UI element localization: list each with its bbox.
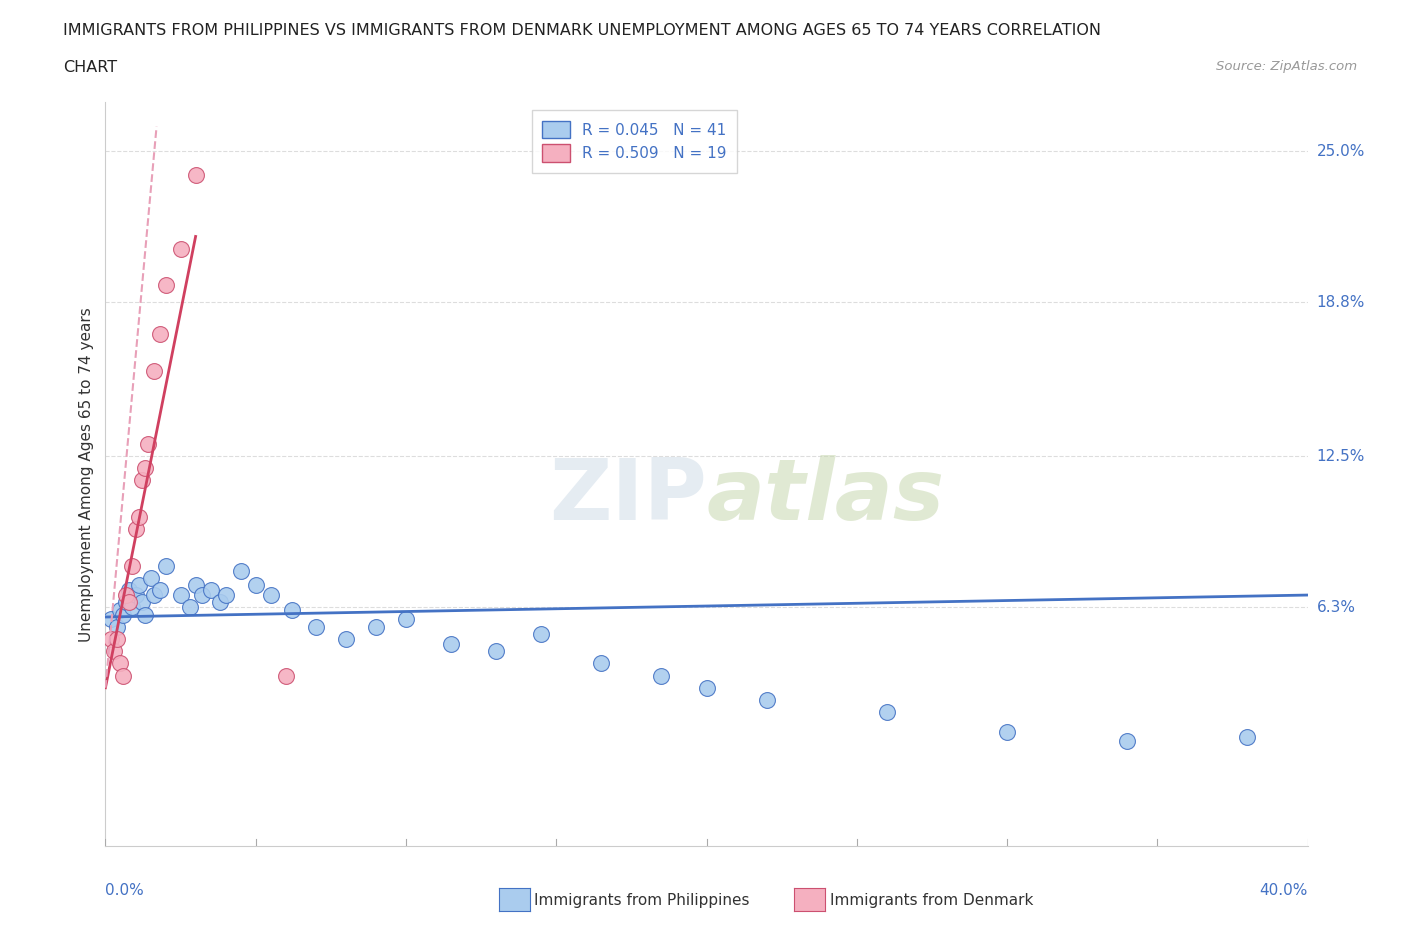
Point [107, 631, 129, 646]
Point [650, 668, 672, 683]
Point [121, 600, 143, 615]
Text: Immigrants from Denmark: Immigrants from Denmark [830, 893, 1033, 908]
Text: 25.0%: 25.0% [1316, 143, 1365, 159]
Text: CHART: CHART [63, 60, 117, 75]
Point [142, 588, 165, 603]
Point [110, 603, 132, 618]
Point [274, 668, 297, 683]
Point [124, 588, 146, 603]
Text: Immigrants from Philippines: Immigrants from Philippines [534, 893, 749, 908]
Point [131, 473, 153, 488]
Point [440, 636, 463, 651]
Point [134, 460, 156, 475]
Point [148, 326, 170, 341]
Point [190, 588, 212, 603]
Point [155, 558, 177, 573]
Point [139, 570, 162, 585]
Text: 6.3%: 6.3% [1316, 600, 1355, 615]
Point [124, 522, 146, 537]
Point [995, 724, 1018, 739]
Point [118, 583, 141, 598]
Point [136, 436, 159, 451]
Point [696, 681, 718, 696]
Point [876, 705, 898, 720]
Point [229, 564, 252, 578]
Point [112, 668, 135, 683]
Text: 0.0%: 0.0% [105, 883, 145, 897]
Point [200, 583, 222, 598]
Point [305, 619, 328, 634]
Text: atlas: atlas [707, 455, 945, 538]
Point [179, 600, 201, 615]
Point [335, 631, 357, 646]
Text: IMMIGRANTS FROM PHILIPPINES VS IMMIGRANTS FROM DENMARK UNEMPLOYMENT AMONG AGES 6: IMMIGRANTS FROM PHILIPPINES VS IMMIGRANT… [63, 23, 1101, 38]
Point [208, 595, 231, 610]
Point [591, 656, 613, 671]
Point [103, 644, 125, 658]
Legend: R = 0.045   N = 41, R = 0.509   N = 19: R = 0.045 N = 41, R = 0.509 N = 19 [531, 110, 737, 173]
Text: 18.8%: 18.8% [1316, 295, 1365, 310]
Point [128, 510, 150, 525]
Point [1236, 729, 1258, 744]
Point [148, 583, 170, 598]
Point [364, 619, 387, 634]
Point [118, 595, 141, 610]
Y-axis label: Unemployment Among Ages 65 to 74 years: Unemployment Among Ages 65 to 74 years [79, 307, 94, 642]
Point [281, 603, 304, 618]
Point [121, 558, 143, 573]
Text: Source: ZipAtlas.com: Source: ZipAtlas.com [1216, 60, 1357, 73]
Point [112, 607, 135, 622]
Point [134, 607, 156, 622]
Text: 40.0%: 40.0% [1260, 883, 1308, 897]
Point [110, 656, 132, 671]
Point [131, 595, 153, 610]
Point [214, 588, 236, 603]
Point [169, 588, 191, 603]
Point [100, 631, 122, 646]
Point [155, 278, 177, 293]
Point [128, 578, 150, 592]
Point [260, 588, 283, 603]
Point [184, 168, 207, 183]
Point [115, 588, 138, 603]
Text: 12.5%: 12.5% [1316, 448, 1365, 463]
Point [530, 627, 553, 642]
Text: ZIP: ZIP [548, 455, 707, 538]
Point [245, 578, 267, 592]
Point [142, 364, 165, 379]
Point [485, 644, 508, 658]
Point [115, 595, 138, 610]
Point [755, 693, 778, 708]
Point [169, 241, 191, 256]
Point [395, 612, 418, 627]
Point [1116, 734, 1139, 749]
Point [100, 612, 122, 627]
Point [107, 619, 129, 634]
Point [184, 578, 207, 592]
